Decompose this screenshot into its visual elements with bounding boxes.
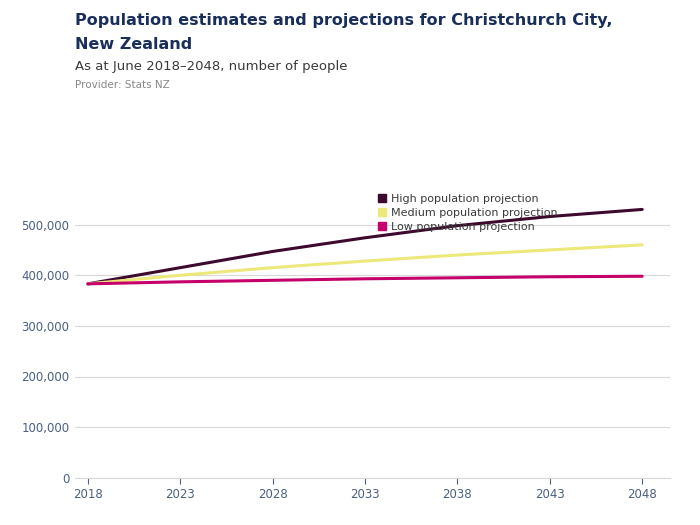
Low population projection [83,281,92,287]
Legend: High population projection, Medium population projection, Low population project: High population projection, Medium popul… [378,194,558,232]
Low population projection [360,276,369,282]
Low population projection [545,274,554,280]
Medium population projection [638,242,646,248]
Text: Population estimates and projections for Christchurch City,: Population estimates and projections for… [75,13,612,28]
Line: High population projection: High population projection [88,209,642,284]
High population projection [176,265,184,271]
Line: Medium population projection: Medium population projection [88,245,642,284]
Low population projection [268,277,277,284]
Text: Provider: Stats NZ: Provider: Stats NZ [75,80,169,90]
High population projection [83,281,92,287]
High population projection [453,223,461,229]
Low population projection [638,273,646,279]
Medium population projection [545,247,554,253]
Medium population projection [83,281,92,287]
Low population projection [176,279,184,285]
High population projection [360,235,369,241]
High population projection [268,248,277,255]
Medium population projection [453,252,461,258]
Line: Low population projection: Low population projection [88,276,642,284]
Medium population projection [360,258,369,264]
Low population projection [453,275,461,281]
Text: As at June 2018–2048, number of people: As at June 2018–2048, number of people [75,60,347,74]
Medium population projection [268,265,277,271]
Medium population projection [176,272,184,278]
Text: figure.nz: figure.nz [583,24,657,38]
High population projection [545,213,554,219]
Text: New Zealand: New Zealand [75,37,192,52]
High population projection [638,206,646,213]
